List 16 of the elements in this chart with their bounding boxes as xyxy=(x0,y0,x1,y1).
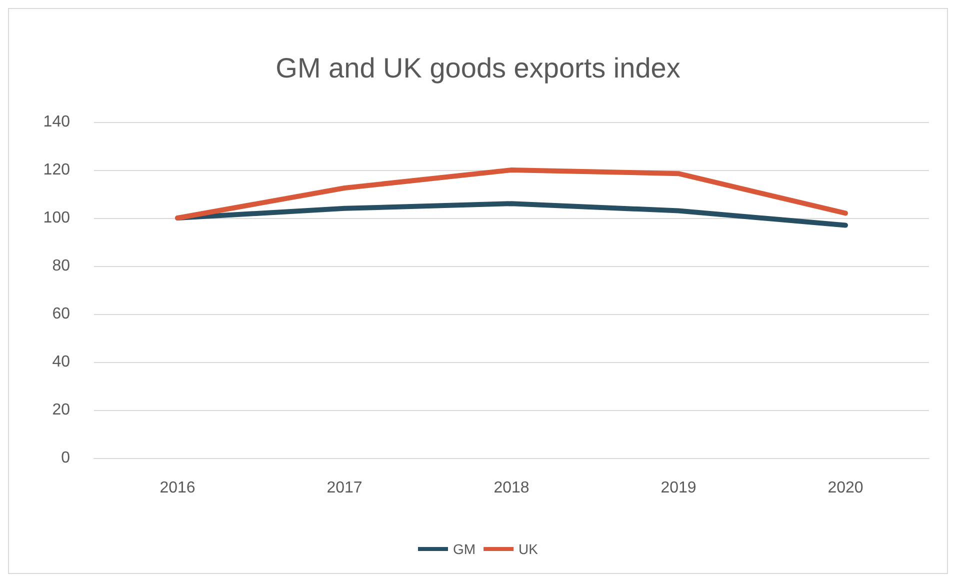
chart-title: GM and UK goods exports index xyxy=(276,52,680,84)
legend-label: GM xyxy=(453,541,476,557)
y-tick-label: 40 xyxy=(52,354,70,370)
x-tick-label: 2017 xyxy=(326,480,362,496)
y-tick-label: 80 xyxy=(52,258,70,274)
y-tick-label: 100 xyxy=(43,210,70,226)
x-tick-label: 2018 xyxy=(494,480,530,496)
x-tick-label: 2020 xyxy=(828,480,864,496)
x-tick-label: 2019 xyxy=(660,480,696,496)
x-tick-label: 2016 xyxy=(160,480,196,496)
y-tick-label: 120 xyxy=(43,162,70,178)
y-tick-label: 140 xyxy=(43,114,70,130)
y-tick-label: 20 xyxy=(52,402,70,418)
y-tick-label: 60 xyxy=(52,306,70,322)
legend-label: UK xyxy=(518,541,539,557)
y-tick-label: 0 xyxy=(61,450,70,466)
